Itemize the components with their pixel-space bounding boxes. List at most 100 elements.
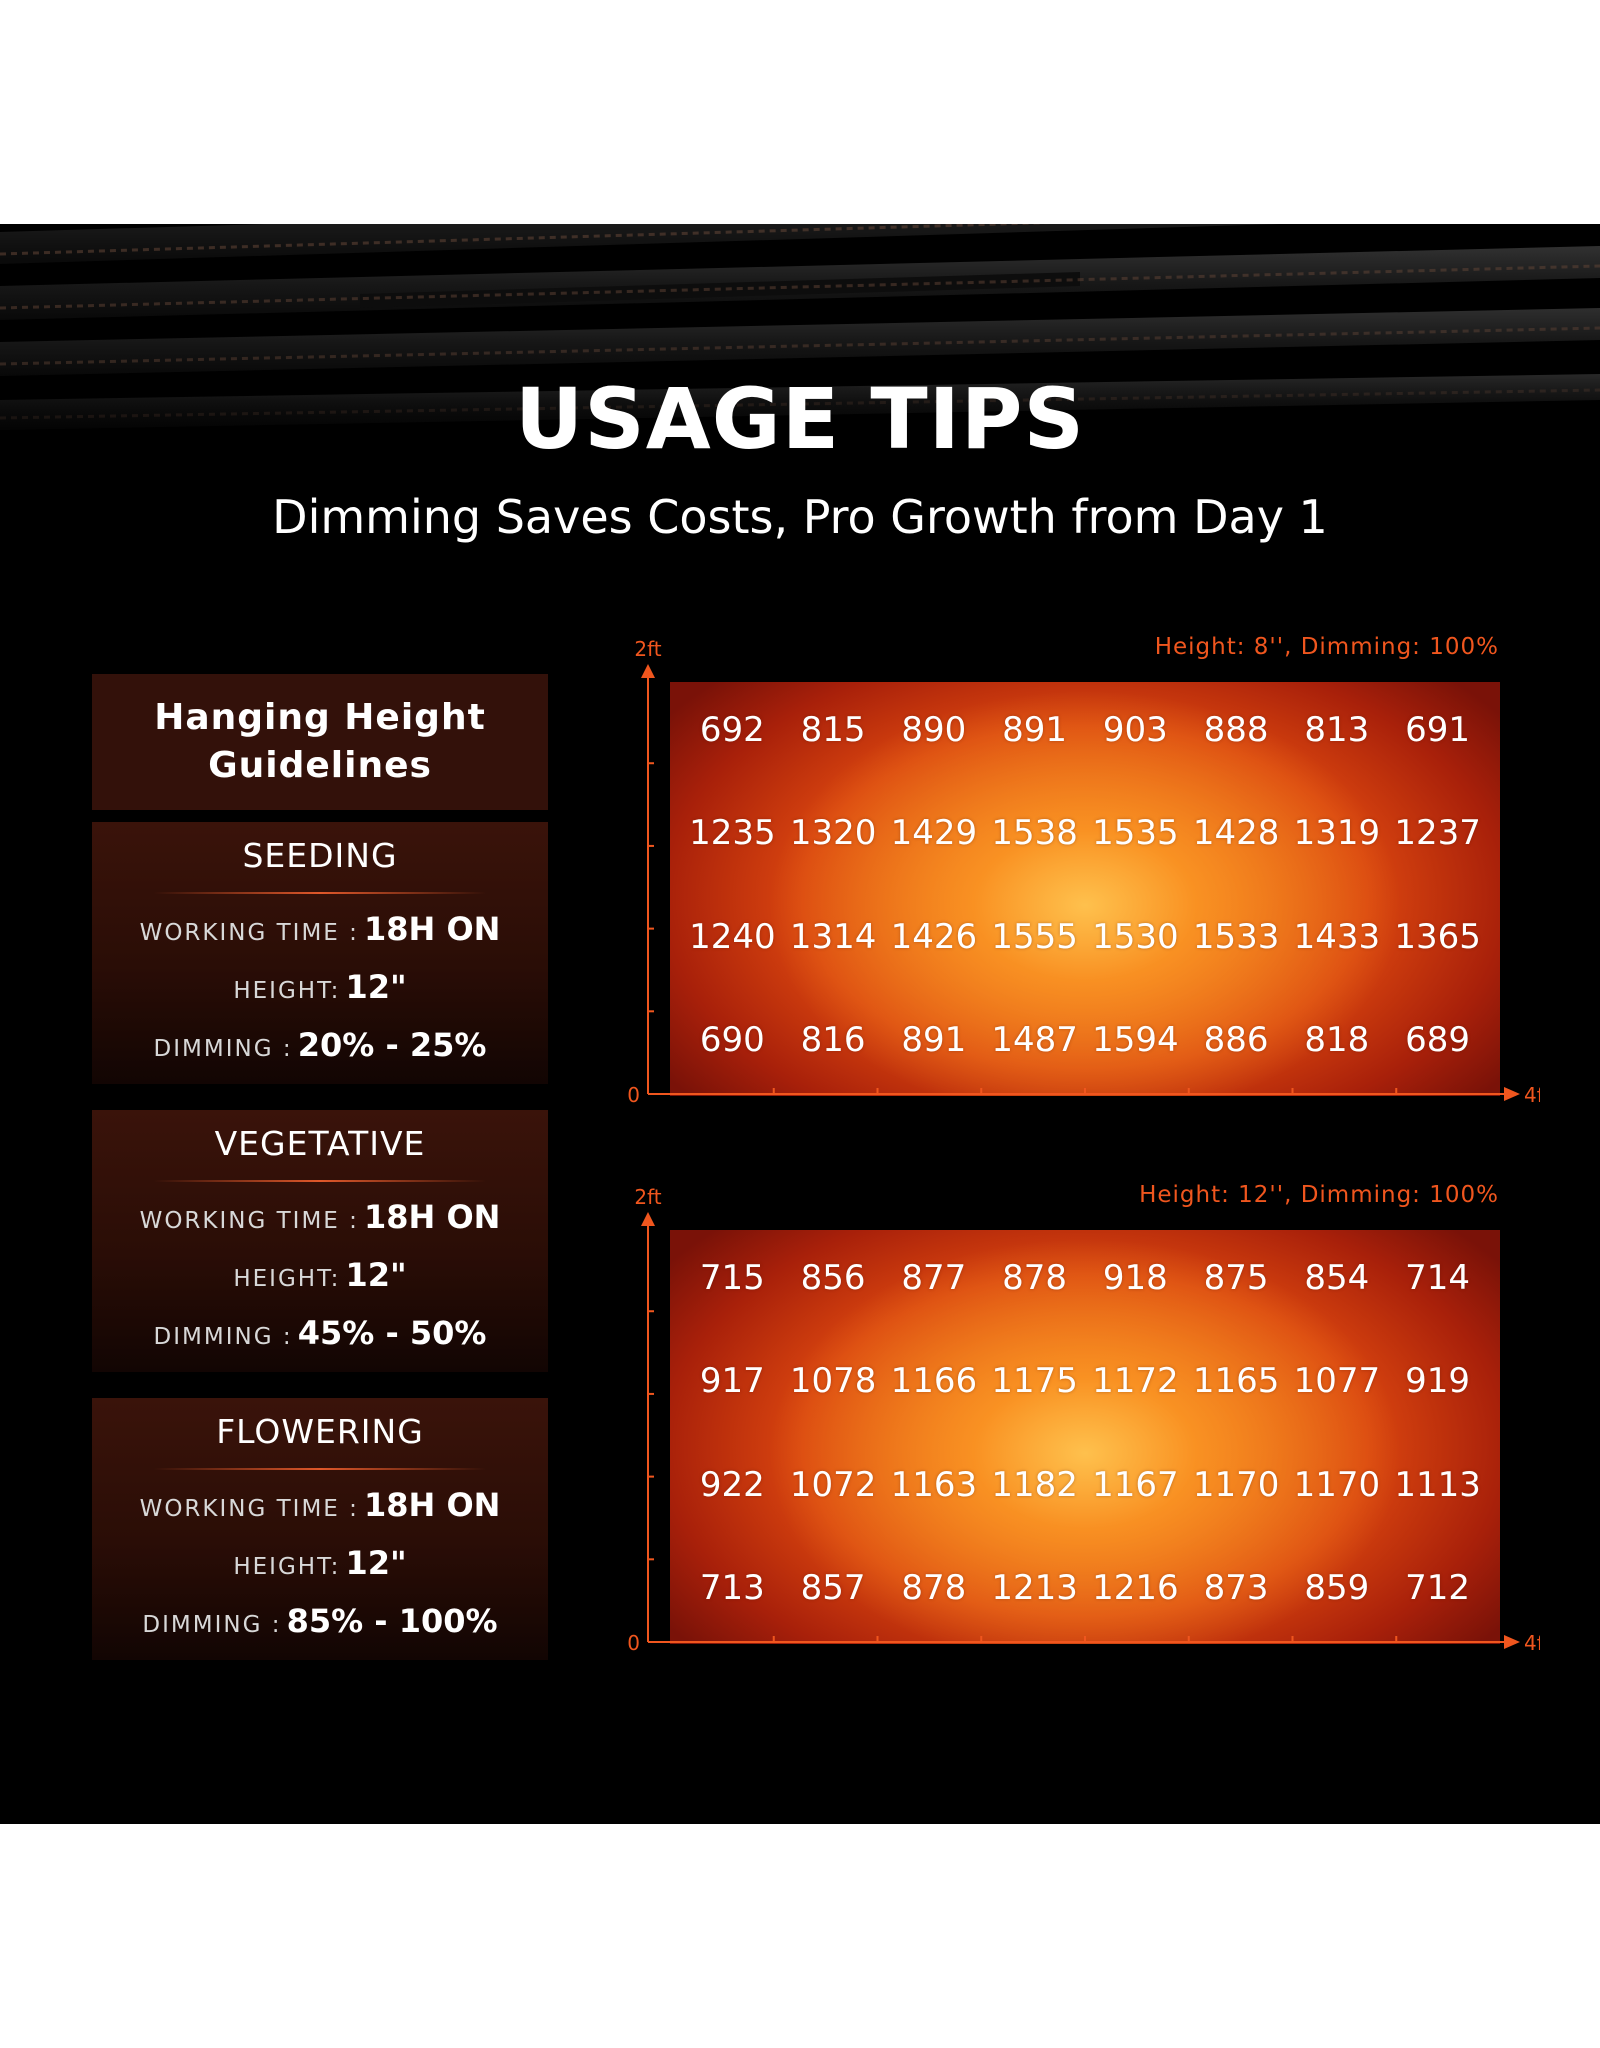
heatmap-cell-value: 886 [1203, 1020, 1269, 1061]
heatmap-cell-value: 712 [1405, 1568, 1471, 1609]
heatmap-cell-value: 1594 [1092, 1020, 1179, 1061]
chart-axes: 0 4ft 2ft [627, 637, 1540, 1107]
ppfd-chart-8in: Height: 8'', Dimming: 100% 0 4ft 2ft 692 815… [620, 634, 1540, 1107]
heatmap-cell-value: 715 [699, 1257, 765, 1298]
stage-name: FLOWERING [216, 1412, 424, 1451]
page-title: USAGE TIPS [515, 370, 1085, 468]
heatmap-cell-value: 1365 [1394, 916, 1481, 957]
heatmap-cell-value: 1530 [1092, 916, 1179, 957]
working-time-row: WORKING TIME : 18H ON [92, 1198, 548, 1236]
working-time-value: 18H ON [363, 1198, 501, 1236]
heatmap-cell-value: 1078 [789, 1361, 877, 1402]
heatmap-cell-value: 922 [699, 1464, 765, 1505]
heatmap-cell-value: 1163 [890, 1464, 978, 1505]
heatmap-cell-value: 1170 [1293, 1464, 1381, 1505]
x-axis-end-label: 4ft [1524, 1083, 1540, 1107]
heatmap-cell-value: 1113 [1394, 1464, 1481, 1505]
heatmap-cell-value: 878 [1002, 1257, 1068, 1298]
heatmap-cell-value: 891 [901, 1020, 967, 1061]
height-label: HEIGHT: [233, 1266, 341, 1292]
dimming-value: 20% - 25% [297, 1026, 487, 1064]
heatmap-cell-value: 873 [1203, 1568, 1269, 1609]
stage-divider [154, 892, 486, 894]
heatmap-cell-value: 1072 [789, 1464, 877, 1505]
height-row: HEIGHT: 12" [92, 1256, 548, 1294]
heatmap-cell-value: 1555 [991, 916, 1078, 957]
heatmap-cell-value: 1213 [991, 1568, 1078, 1609]
heatmap-cell-value: 1182 [991, 1464, 1078, 1505]
y-axis-arrow-icon [641, 664, 655, 678]
heatmap-cell-value: 1314 [789, 916, 877, 957]
y-axis-arrow-icon [641, 1212, 655, 1226]
heatmap-cell-value: 1170 [1192, 1464, 1280, 1505]
stage-panel-vegetative: VEGETATIVE WORKING TIME : 18H ON HEIGHT:… [92, 1110, 548, 1372]
heatmap-cell-value: 1320 [789, 813, 877, 854]
heatmap-cell-value: 1216 [1092, 1568, 1179, 1609]
page-subtitle: Dimming Saves Costs, Pro Growth from Day… [272, 490, 1328, 544]
height-label: HEIGHT: [233, 978, 341, 1004]
heatmap-cell-value: 1535 [1092, 813, 1179, 854]
heatmap-cell-value: 818 [1304, 1020, 1370, 1061]
heatmap-cell-value: 713 [699, 1568, 765, 1609]
dimming-value: 45% - 50% [297, 1314, 487, 1352]
heatmap-cell-value: 689 [1405, 1020, 1471, 1061]
stage-name: VEGETATIVE [214, 1124, 426, 1163]
heatmap-cell-value: 714 [1405, 1257, 1471, 1298]
heatmap-cell-value: 1533 [1192, 916, 1280, 957]
working-time-value: 18H ON [363, 1486, 501, 1524]
usage-tips-banner: USAGE TIPS Dimming Saves Costs, Pro Grow… [0, 224, 1600, 1824]
height-row: HEIGHT: 12" [92, 968, 548, 1006]
dimming-label: DIMMING : [153, 1324, 293, 1350]
x-axis-start-label: 0 [627, 1083, 640, 1107]
working-time-label: WORKING TIME : [139, 1208, 359, 1234]
y-axis-end-label: 2ft [634, 637, 661, 661]
working-time-row: WORKING TIME : 18H ON [92, 910, 548, 948]
heatmap-cell-value: 1319 [1293, 813, 1381, 854]
working-time-value: 18H ON [363, 910, 501, 948]
heatmap-cell-value: 903 [1102, 709, 1168, 750]
guidelines-heading-panel: Hanging Height Guidelines [92, 674, 548, 810]
y-axis-end-label: 2ft [634, 1185, 661, 1209]
heatmap-cell-value: 692 [699, 709, 765, 750]
dimming-row: DIMMING : 85% - 100% [92, 1602, 548, 1640]
heatmap-cell-value: 1240 [689, 916, 776, 957]
heatmap-cell-value: 1487 [991, 1020, 1078, 1061]
heatmap-cell-value: 1235 [689, 813, 776, 854]
guidelines-heading-line2: Guidelines [208, 745, 432, 786]
heatmap-cell-value: 1538 [991, 813, 1078, 854]
height-row: HEIGHT: 12" [92, 1544, 548, 1582]
dimming-label: DIMMING : [142, 1612, 282, 1638]
heatmap-area [670, 682, 1500, 1096]
x-axis-arrow-icon [1504, 1087, 1520, 1101]
working-time-row: WORKING TIME : 18H ON [92, 1486, 548, 1524]
heatmap-cell-value: 854 [1304, 1257, 1370, 1298]
stage-divider [154, 1180, 486, 1182]
heatmap-cell-value: 857 [800, 1568, 866, 1609]
chart-title: Height: 12'', Dimming: 100% [1139, 1182, 1499, 1208]
dimming-label: DIMMING : [153, 1036, 293, 1062]
height-label: HEIGHT: [233, 1554, 341, 1580]
working-time-label: WORKING TIME : [139, 920, 359, 946]
heatmap-cell-value: 1077 [1293, 1361, 1381, 1402]
dimming-row: DIMMING : 20% - 25% [92, 1026, 548, 1064]
heatmap-cell-value: 815 [800, 709, 866, 750]
heatmap-cell-value: 888 [1203, 709, 1269, 750]
dimming-value: 85% - 100% [286, 1602, 498, 1640]
height-value: 12" [345, 1544, 407, 1582]
heatmap-cell-value: 1426 [890, 916, 978, 957]
grow-light-bars-image [0, 224, 1600, 494]
heatmap-cell-value: 1175 [991, 1361, 1078, 1402]
heatmap-cell-value: 856 [800, 1257, 866, 1298]
heatmap-cell-value: 1433 [1293, 916, 1381, 957]
stage-panel-seeding: SEEDING WORKING TIME : 18H ON HEIGHT: 12… [92, 822, 548, 1084]
dimming-row: DIMMING : 45% - 50% [92, 1314, 548, 1352]
heatmap-cell-value: 1429 [890, 813, 978, 854]
heatmap-cell-value: 877 [901, 1257, 967, 1298]
heatmap-cell-value: 917 [699, 1361, 765, 1402]
heatmap-cell-value: 691 [1405, 709, 1471, 750]
height-value: 12" [345, 968, 407, 1006]
heatmap-cell-value: 813 [1304, 709, 1370, 750]
heatmap-cell-value: 816 [800, 1020, 866, 1061]
heatmap-cell-value: 891 [1002, 709, 1068, 750]
chart-title: Height: 8'', Dimming: 100% [1154, 634, 1499, 660]
